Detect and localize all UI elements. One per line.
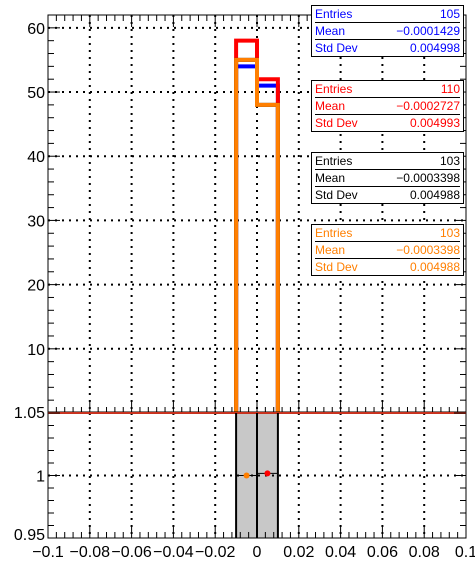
x-tick-label: 0.08 xyxy=(409,544,440,561)
stat-value: 0.004988 xyxy=(409,188,460,202)
stat-row-std_dev: Std Dev 0.004988 xyxy=(315,186,460,203)
stat-value: −0.0002727 xyxy=(396,99,460,113)
ratio-y-tick-label: 1 xyxy=(36,469,45,486)
x-tick-label: −0.02 xyxy=(195,544,236,561)
ratio-y-tick-label: 1.05 xyxy=(14,405,45,422)
stat-row-std_dev: Std Dev 0.004988 xyxy=(315,258,460,275)
main-y-tick-labels: 10 20 30 40 50 60 xyxy=(27,21,45,359)
stat-row-mean: Mean −0.0002727 xyxy=(315,97,460,114)
stat-value: 103 xyxy=(439,154,460,168)
stat-row-entries: Entries 105 xyxy=(315,6,460,22)
x-tick-label: −0.04 xyxy=(153,544,194,561)
stat-label: Mean xyxy=(315,99,346,113)
x-tick-label: −0.1 xyxy=(32,544,64,561)
stat-label: Std Dev xyxy=(315,260,358,274)
stat-label: Entries xyxy=(315,226,353,240)
stat-value: −0.0003398 xyxy=(396,243,460,257)
ratio-points xyxy=(235,413,279,538)
stat-label: Mean xyxy=(315,24,346,38)
x-tick-label: 0.06 xyxy=(367,544,398,561)
stat-row-entries: Entries 103 xyxy=(315,225,460,241)
x-tick-label: 0 xyxy=(253,544,262,561)
x-tick-label: 0.04 xyxy=(325,544,356,561)
main-y-tick-label: 10 xyxy=(27,342,45,359)
stat-label: Entries xyxy=(315,154,353,168)
stat-value: −0.0001429 xyxy=(396,24,460,38)
stat-value: 0.004988 xyxy=(409,260,460,274)
ratio-y-tick-labels: 1.05 1 0.95 xyxy=(14,405,45,544)
stat-value: 0.004993 xyxy=(409,116,460,130)
stat-row-mean: Mean −0.0003398 xyxy=(315,169,460,186)
x-tick-label: −0.08 xyxy=(70,544,111,561)
stat-label: Entries xyxy=(315,7,353,21)
stat-box-0: Entries 105 Mean −0.0001429 Std Dev 0.004998 xyxy=(311,5,464,57)
histogram-series-3 xyxy=(234,57,280,413)
stat-row-std_dev: Std Dev 0.004998 xyxy=(315,39,460,56)
stat-label: Mean xyxy=(315,243,346,257)
ratio-point-1 xyxy=(264,470,271,477)
stat-row-mean: Mean −0.0001429 xyxy=(315,22,460,39)
histogram-series-2 xyxy=(234,57,280,413)
x-tick-label: 0.02 xyxy=(283,544,314,561)
stat-label: Entries xyxy=(315,82,353,96)
stat-box-3: Entries 103 Mean −0.0003398 Std Dev 0.004988 xyxy=(311,224,464,276)
stat-value: 110 xyxy=(440,82,460,96)
main-y-tick-label: 40 xyxy=(27,149,45,166)
main-y-tick-label: 50 xyxy=(27,85,45,102)
stat-label: Std Dev xyxy=(315,41,358,55)
main-y-tick-label: 20 xyxy=(27,278,45,295)
ratio-y-tick-label: 0.95 xyxy=(14,527,45,544)
stat-box-1: Entries 110 Mean −0.0002727 Std Dev 0.004993 xyxy=(311,80,464,132)
x-tick-label: 0.1 xyxy=(455,544,475,561)
ratio-panel-ticks xyxy=(47,412,467,539)
main-y-tick-label: 30 xyxy=(27,213,45,230)
stat-row-entries: Entries 103 xyxy=(315,153,460,169)
histogram-series xyxy=(48,38,466,414)
stat-row-std_dev: Std Dev 0.004993 xyxy=(315,114,460,131)
stat-row-entries: Entries 110 xyxy=(315,81,460,97)
stat-value: 105 xyxy=(439,7,460,21)
stat-label: Std Dev xyxy=(315,116,358,130)
main-y-tick-label: 60 xyxy=(27,21,45,38)
x-tick-label: −0.06 xyxy=(111,544,152,561)
stat-value: −0.0003398 xyxy=(396,171,460,185)
stat-value: 103 xyxy=(439,226,460,240)
x-tick-labels: −0.1 −0.08 −0.06 −0.04 −0.02 0 0.02 0.04 0.06 0.0… xyxy=(32,544,475,561)
stat-label: Mean xyxy=(315,171,346,185)
ratio-point-0 xyxy=(243,472,250,479)
stat-label: Std Dev xyxy=(315,188,358,202)
stat-row-mean: Mean −0.0003398 xyxy=(315,241,460,258)
stat-box-2: Entries 103 Mean −0.0003398 Std Dev 0.004988 xyxy=(311,152,464,204)
stat-value: 0.004998 xyxy=(409,41,460,55)
